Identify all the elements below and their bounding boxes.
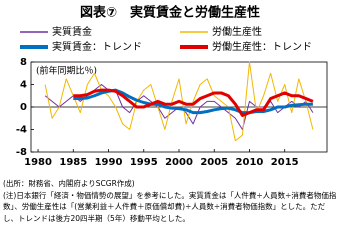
x-tick-label: 1990: [95, 157, 123, 168]
legend-label: 実質賃金: [52, 25, 92, 38]
x-tick-label: 2010: [236, 157, 264, 168]
y-tick-label: 0: [20, 102, 27, 113]
y-tick-label: 8: [20, 57, 27, 68]
y-annotation: (前年同期比％): [36, 65, 97, 77]
source: (出所：財務省、内閣府よりSCGR作成): [3, 179, 135, 188]
legend-label: 労働生産性：トレンド: [212, 40, 312, 53]
x-tick-label: 2005: [200, 157, 228, 168]
y-tick-label: -8: [16, 147, 27, 158]
series-line: [73, 88, 314, 117]
note: (注)日本銀行「経済・物価情勢の展望」を参考にした。実質賃金は「人件費÷人員数÷…: [3, 190, 337, 223]
x-tick-label: 2015: [271, 157, 299, 168]
x-tick-label: 1995: [130, 157, 158, 168]
chart-title: 図表⑦ 実質賃金と労働生産性: [80, 5, 260, 21]
y-tick-label: -4: [16, 125, 27, 136]
legend-label: 実質賃金：トレンド: [52, 40, 142, 53]
x-tick-label: 1985: [59, 157, 87, 168]
chart: 図表⑦ 実質賃金と労働生産性 (前年同期比％) -8 -4 0 4 8 1980 1985 1…: [16, 5, 328, 168]
y-tick-label: 4: [20, 80, 27, 91]
legend-label: 労働生産性: [212, 25, 262, 38]
series-line: [44, 61, 314, 142]
x-tick-label: 1980: [24, 157, 52, 168]
x-tick-label: 2000: [165, 157, 193, 168]
notes: (出所：財務省、内閣府よりSCGR作成) (注)日本銀行「経済・物価情勢の展望」…: [3, 178, 337, 224]
